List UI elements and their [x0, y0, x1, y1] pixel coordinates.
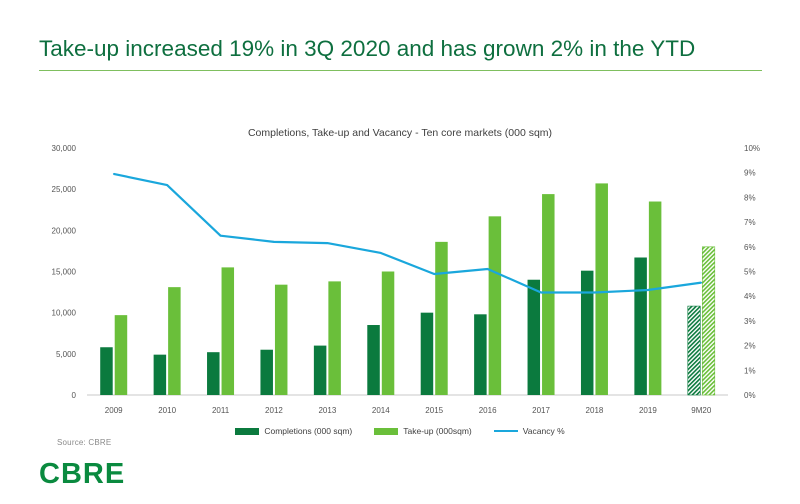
takeup-bar: [168, 287, 181, 395]
takeup-bar: [542, 194, 555, 395]
x-tick-label: 2013: [318, 406, 336, 415]
takeup-bar: [488, 216, 502, 395]
x-tick-label: 2010: [158, 406, 176, 415]
completions-bar: [207, 352, 220, 395]
x-tick-label: 9M20: [691, 406, 712, 415]
vacancy-point: [540, 291, 542, 294]
vacancy-point: [166, 184, 168, 186]
completions-bar: [260, 349, 273, 395]
y-right-tick-label: 9%: [744, 169, 756, 178]
legend-swatch-completions: [235, 427, 260, 435]
legend-label-vacancy: Vacancy %: [522, 426, 565, 436]
completions-bar: [367, 325, 380, 395]
y-left-tick-label: 5,000: [56, 350, 77, 359]
x-tick-label: 2019: [639, 406, 657, 415]
vacancy-point: [379, 252, 382, 254]
completions-bar: [474, 314, 487, 395]
takeup-bar: [114, 315, 128, 395]
x-tick-label: 2009: [105, 406, 123, 415]
x-tick-label: 2012: [265, 406, 283, 415]
y-right-tick-label: 2%: [744, 342, 756, 351]
y-right-tick-label: 7%: [744, 218, 756, 227]
y-left-tick-label: 0: [72, 391, 77, 400]
completions-bar: [153, 354, 167, 395]
takeup-bar: [328, 281, 341, 395]
completions-bar: [634, 257, 647, 395]
legend-vacancy: Vacancy %: [493, 426, 565, 436]
takeup-bar: [435, 241, 448, 395]
source-note: Source: CBRE: [57, 438, 112, 447]
legend-takeup: Take-up (000sqm): [374, 426, 472, 436]
y-left-tick-label: 25,000: [52, 185, 77, 194]
takeup-bar: [595, 183, 608, 395]
y-left-tick-label: 30,000: [52, 144, 77, 153]
legend-completions: Completions (000 sqm): [235, 426, 352, 436]
legend-label-completions: Completions (000 sqm): [264, 426, 353, 436]
vacancy-line: [113, 172, 702, 294]
vacancy-point: [219, 234, 222, 237]
y-right-tick-label: 5%: [744, 268, 756, 277]
takeup-bar: [701, 246, 716, 396]
completions-bar: [100, 347, 113, 395]
legend-label-takeup: Take-up (000sqm): [403, 426, 472, 436]
completions-bar: [420, 312, 434, 395]
y-right-tick-label: 8%: [744, 193, 756, 202]
legend-swatch-takeup: [374, 427, 399, 435]
takeup-bar: [381, 271, 395, 395]
y-right-tick-label: 10%: [744, 144, 760, 153]
chart-title: Completions, Take-up and Vacancy - Ten c…: [247, 127, 553, 139]
vacancy-point: [326, 242, 329, 244]
x-tick-label: 2018: [586, 406, 604, 415]
x-tick-label: 2016: [479, 406, 497, 415]
completions-bar: [313, 345, 327, 395]
takeup-bar: [648, 201, 662, 395]
cbre-logo: CBRE: [39, 458, 126, 490]
legend-swatch-vacancy: [493, 430, 518, 432]
x-tick-label: 2015: [425, 406, 443, 415]
completions-bar: [527, 279, 541, 395]
y-right-tick-label: 1%: [744, 366, 756, 375]
y-right-tick-label: 4%: [744, 292, 756, 301]
vacancy-point: [273, 241, 275, 243]
y-right-tick-label: 0%: [744, 391, 756, 400]
y-right-tick-label: 6%: [744, 243, 756, 252]
chart-legend: Completions (000 sqm) Take-up (000sqm) V…: [0, 426, 800, 436]
completions-bar: [580, 270, 594, 395]
y-left-tick-label: 15,000: [52, 268, 77, 277]
x-tick-label: 2017: [532, 406, 550, 415]
completions-bar: [687, 305, 701, 396]
takeup-bar: [274, 284, 288, 395]
vacancy-point: [112, 173, 115, 175]
page-title: Take-up increased 19% in 3Q 2020 and has…: [39, 36, 696, 61]
x-tick-label: 2014: [372, 406, 390, 415]
title-divider: [39, 70, 762, 71]
vacancy-point: [647, 289, 649, 291]
takeup-bar: [221, 267, 235, 395]
vacancy-point: [700, 281, 703, 284]
y-right-tick-label: 3%: [744, 317, 756, 326]
x-tick-label: 2011: [212, 406, 230, 415]
y-left-tick-label: 20,000: [52, 226, 77, 235]
vacancy-point: [486, 268, 489, 270]
vacancy-point: [593, 291, 596, 294]
y-left-tick-label: 10,000: [52, 309, 77, 318]
vacancy-point: [433, 273, 436, 275]
